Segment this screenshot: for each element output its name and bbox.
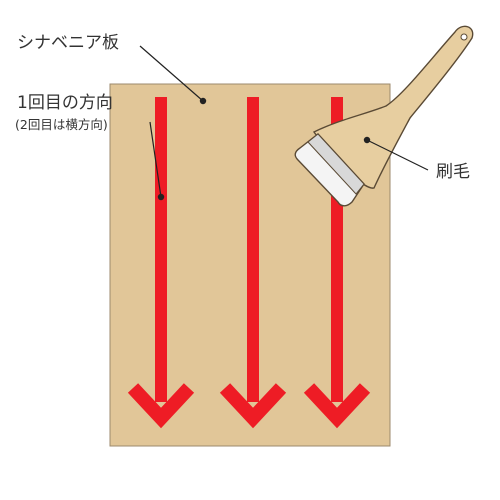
brush-handle <box>312 25 474 189</box>
label-brush: 刷毛 <box>436 162 470 182</box>
leader-board <box>139 45 204 102</box>
leader-lines <box>139 45 429 201</box>
paint-brush-icon <box>294 25 474 207</box>
arrow-shaft <box>247 97 259 402</box>
arrow-head <box>219 383 287 429</box>
leader-brush-dot <box>363 136 371 144</box>
label-plywood: シナベニア板 <box>17 33 119 53</box>
label-direction: 1回目の方向 <box>17 93 113 113</box>
leader-direction-dot <box>157 193 165 201</box>
arrow-head <box>303 383 371 429</box>
leader-board-dot <box>199 97 207 105</box>
brush-hole <box>460 33 468 41</box>
arrow-down-icon <box>219 97 287 429</box>
brush-ferrule <box>307 133 365 195</box>
label-direction-note: (2回目は横方向) <box>15 117 108 132</box>
arrow-shaft <box>155 97 167 402</box>
leader-brush <box>366 139 429 171</box>
brush-bristles <box>294 133 365 207</box>
arrow-head <box>127 383 195 429</box>
leader-direction <box>149 121 162 198</box>
